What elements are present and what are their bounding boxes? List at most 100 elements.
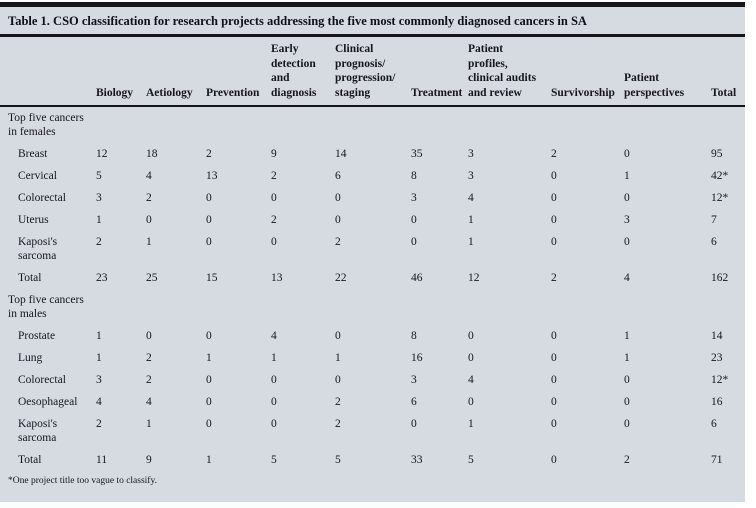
cell: 3 [624,214,630,226]
cell: 12 [96,148,108,160]
row-label: Oesophageal [18,396,78,408]
cell: 2 [206,148,212,160]
cell: 1 [146,418,152,430]
table-row-lung: Lung 1 2 1 1 1 16 0 0 1 23 [0,347,745,369]
row-label: Kaposi's sarcoma [18,236,58,262]
cell: 1 [468,236,474,248]
cell: 0 [271,236,277,248]
cell: 0 [624,418,630,430]
cell: 5 [96,170,102,182]
header-row: Biology Aetiology Prevention Early detec… [0,37,745,107]
cell: 0 [624,396,630,408]
cell: 25 [146,272,158,284]
cell: 14 [335,148,347,160]
row-label: Uterus [18,214,49,226]
cso-classification-table: Biology Aetiology Prevention Early detec… [0,37,745,471]
cell: 2 [146,352,152,364]
cell: 3 [411,192,417,204]
row-label: Colorectal [18,192,66,204]
section-label: Top five cancers in females [8,112,84,138]
cell: 0 [335,374,341,386]
cell: 35 [411,148,423,160]
cell: 0 [624,148,630,160]
cell: 4 [271,330,277,342]
cell: 3 [468,148,474,160]
cell: 4 [146,170,152,182]
cell: 2 [146,192,152,204]
cell: 1 [468,418,474,430]
section-row-females: Top five cancers in females [0,106,745,143]
table-row-total-males: Total 11 9 1 5 5 33 5 0 2 71 [0,449,745,471]
column-header-early-detection: Early detection and diagnosis [271,37,335,107]
row-label: Colorectal [18,374,66,386]
table-row-colorectal-f: Colorectal 3 2 0 0 0 3 4 0 0 12* [0,187,745,209]
cell: 2 [335,396,341,408]
cell: 0 [551,374,557,386]
table-row-oesophageal: Oesophageal 4 4 0 0 2 6 0 0 0 16 [0,391,745,413]
cell: 0 [206,418,212,430]
cell: 0 [271,192,277,204]
cell: 0 [551,352,557,364]
cell: 1 [146,236,152,248]
cell: 3 [468,170,474,182]
cell: 15 [206,272,218,284]
cell: 2 [624,454,630,466]
cell: 42* [711,170,729,182]
cell: 3 [96,192,102,204]
cell: 0 [551,396,557,408]
cell: 4 [624,272,630,284]
cell: 9 [146,454,152,466]
cell: 0 [206,374,212,386]
table-row-total-females: Total 23 25 15 13 22 46 12 2 4 162 [0,267,745,289]
cell: 3 [411,374,417,386]
table-row-breast: Breast 12 18 2 9 14 35 3 2 0 95 [0,143,745,165]
cell: 0 [624,374,630,386]
cell: 1 [96,330,102,342]
cell: 18 [146,148,158,160]
cell: 0 [551,330,557,342]
row-label: Breast [18,148,48,160]
row-label: Total [18,272,42,284]
cell: 0 [624,236,630,248]
cell: 71 [711,454,723,466]
cell: 0 [206,192,212,204]
column-header-treatment: Treatment [411,37,468,107]
cell: 33 [411,454,423,466]
cell: 2 [96,418,102,430]
cell: 2 [551,148,557,160]
cell: 0 [468,352,474,364]
cell: 1 [271,352,277,364]
cell: 0 [468,396,474,408]
table-row-uterus: Uterus 1 0 0 2 0 0 1 0 3 7 [0,209,745,231]
cell: 8 [411,170,417,182]
cell: 2 [551,272,557,284]
table-row-kaposis-f: Kaposi's sarcoma 2 1 0 0 2 0 1 0 0 6 [0,231,745,267]
cell: 1 [206,454,212,466]
cell: 6 [711,236,717,248]
column-header-patient-profiles: Patient profiles, clinical audits and re… [468,37,551,107]
cell: 1 [335,352,341,364]
cell: 9 [271,148,277,160]
cell: 22 [335,272,347,284]
table-footnote: *One project title too vague to classify… [8,476,157,486]
column-header-patient-perspectives: Patient perspectives [624,37,711,107]
cell: 2 [146,374,152,386]
table-row-kaposis-m: Kaposi's sarcoma 2 1 0 0 2 0 1 0 0 6 [0,413,745,449]
cell: 12* [711,374,729,386]
cell: 0 [335,214,341,226]
cell: 0 [551,454,557,466]
row-label: Kaposi's sarcoma [18,418,58,444]
cell: 0 [624,192,630,204]
cell: 4 [468,192,474,204]
cell: 2 [335,418,341,430]
cell: 2 [335,236,341,248]
section-row-males: Top five cancers in males [0,289,745,325]
cell: 0 [411,418,417,430]
cell: 0 [551,170,557,182]
cell: 95 [711,148,723,160]
cell: 13 [206,170,218,182]
cell: 0 [551,214,557,226]
cell: 3 [96,374,102,386]
cell: 4 [96,396,102,408]
cell: 4 [146,396,152,408]
